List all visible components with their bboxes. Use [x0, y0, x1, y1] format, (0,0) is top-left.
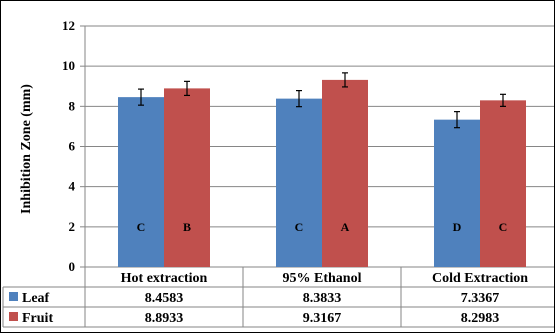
bar-fruit — [322, 79, 368, 267]
bar-leaf — [276, 98, 322, 267]
data-value-cell: 8.2983 — [461, 311, 500, 326]
y-tick-label: 10 — [62, 58, 75, 73]
legend-swatch — [9, 292, 18, 301]
significance-letter: B — [183, 220, 191, 234]
y-tick-label: 2 — [69, 219, 76, 234]
bar-leaf — [434, 119, 480, 268]
significance-letter: C — [137, 220, 146, 234]
y-tick-label: 4 — [69, 179, 76, 194]
bar-leaf — [118, 97, 164, 267]
significance-letter: D — [453, 220, 462, 234]
legend-label: Fruit — [22, 311, 53, 326]
y-tick-label: 6 — [69, 139, 76, 154]
data-value-cell: 8.4583 — [145, 291, 184, 306]
bar-fruit — [164, 88, 210, 268]
significance-letter: C — [499, 220, 508, 234]
category-label: Hot extraction — [121, 271, 208, 286]
legend-swatch — [9, 312, 18, 321]
data-value-cell: 7.3367 — [461, 291, 500, 306]
y-axis-title: Inhibition Zone (mm) — [19, 84, 34, 214]
y-axis-ticks: 0 2 4 6 8 10 12 — [62, 18, 76, 274]
data-value-cell: 9.3167 — [303, 311, 342, 326]
data-value-cell: 8.8933 — [145, 311, 184, 326]
category-label: Cold Extraction — [432, 271, 528, 286]
significance-letter: C — [295, 220, 304, 234]
y-tick-label: 8 — [69, 98, 76, 113]
y-tick-label: 0 — [69, 259, 76, 274]
data-table: Hot extraction 95% Ethanol Cold Extraction… — [2, 266, 554, 328]
bar-fruit — [480, 100, 526, 268]
category-label: 95% Ethanol — [283, 271, 362, 286]
data-value-cell: 8.3833 — [303, 291, 342, 306]
significance-letter: A — [341, 220, 350, 234]
legend-label: Leaf — [22, 291, 50, 306]
y-tick-label: 12 — [62, 18, 75, 33]
